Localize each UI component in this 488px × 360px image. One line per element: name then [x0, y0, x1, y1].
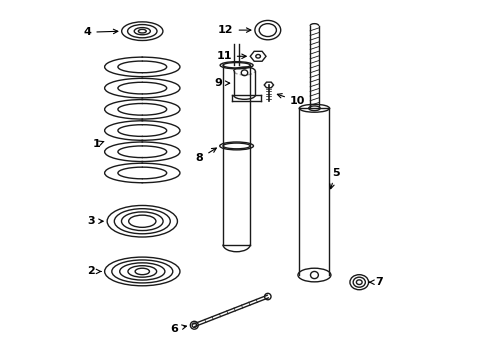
- Text: 1: 1: [93, 139, 103, 149]
- Text: 3: 3: [87, 216, 103, 226]
- Text: 11: 11: [216, 51, 246, 61]
- Text: 5: 5: [329, 168, 339, 189]
- Text: 10: 10: [277, 94, 305, 106]
- Text: 4: 4: [83, 27, 118, 37]
- Text: 6: 6: [170, 324, 186, 334]
- Text: 7: 7: [368, 277, 382, 287]
- Text: 9: 9: [214, 78, 229, 88]
- Text: 12: 12: [218, 25, 250, 35]
- Text: 8: 8: [195, 148, 216, 163]
- Text: 2: 2: [87, 266, 101, 276]
